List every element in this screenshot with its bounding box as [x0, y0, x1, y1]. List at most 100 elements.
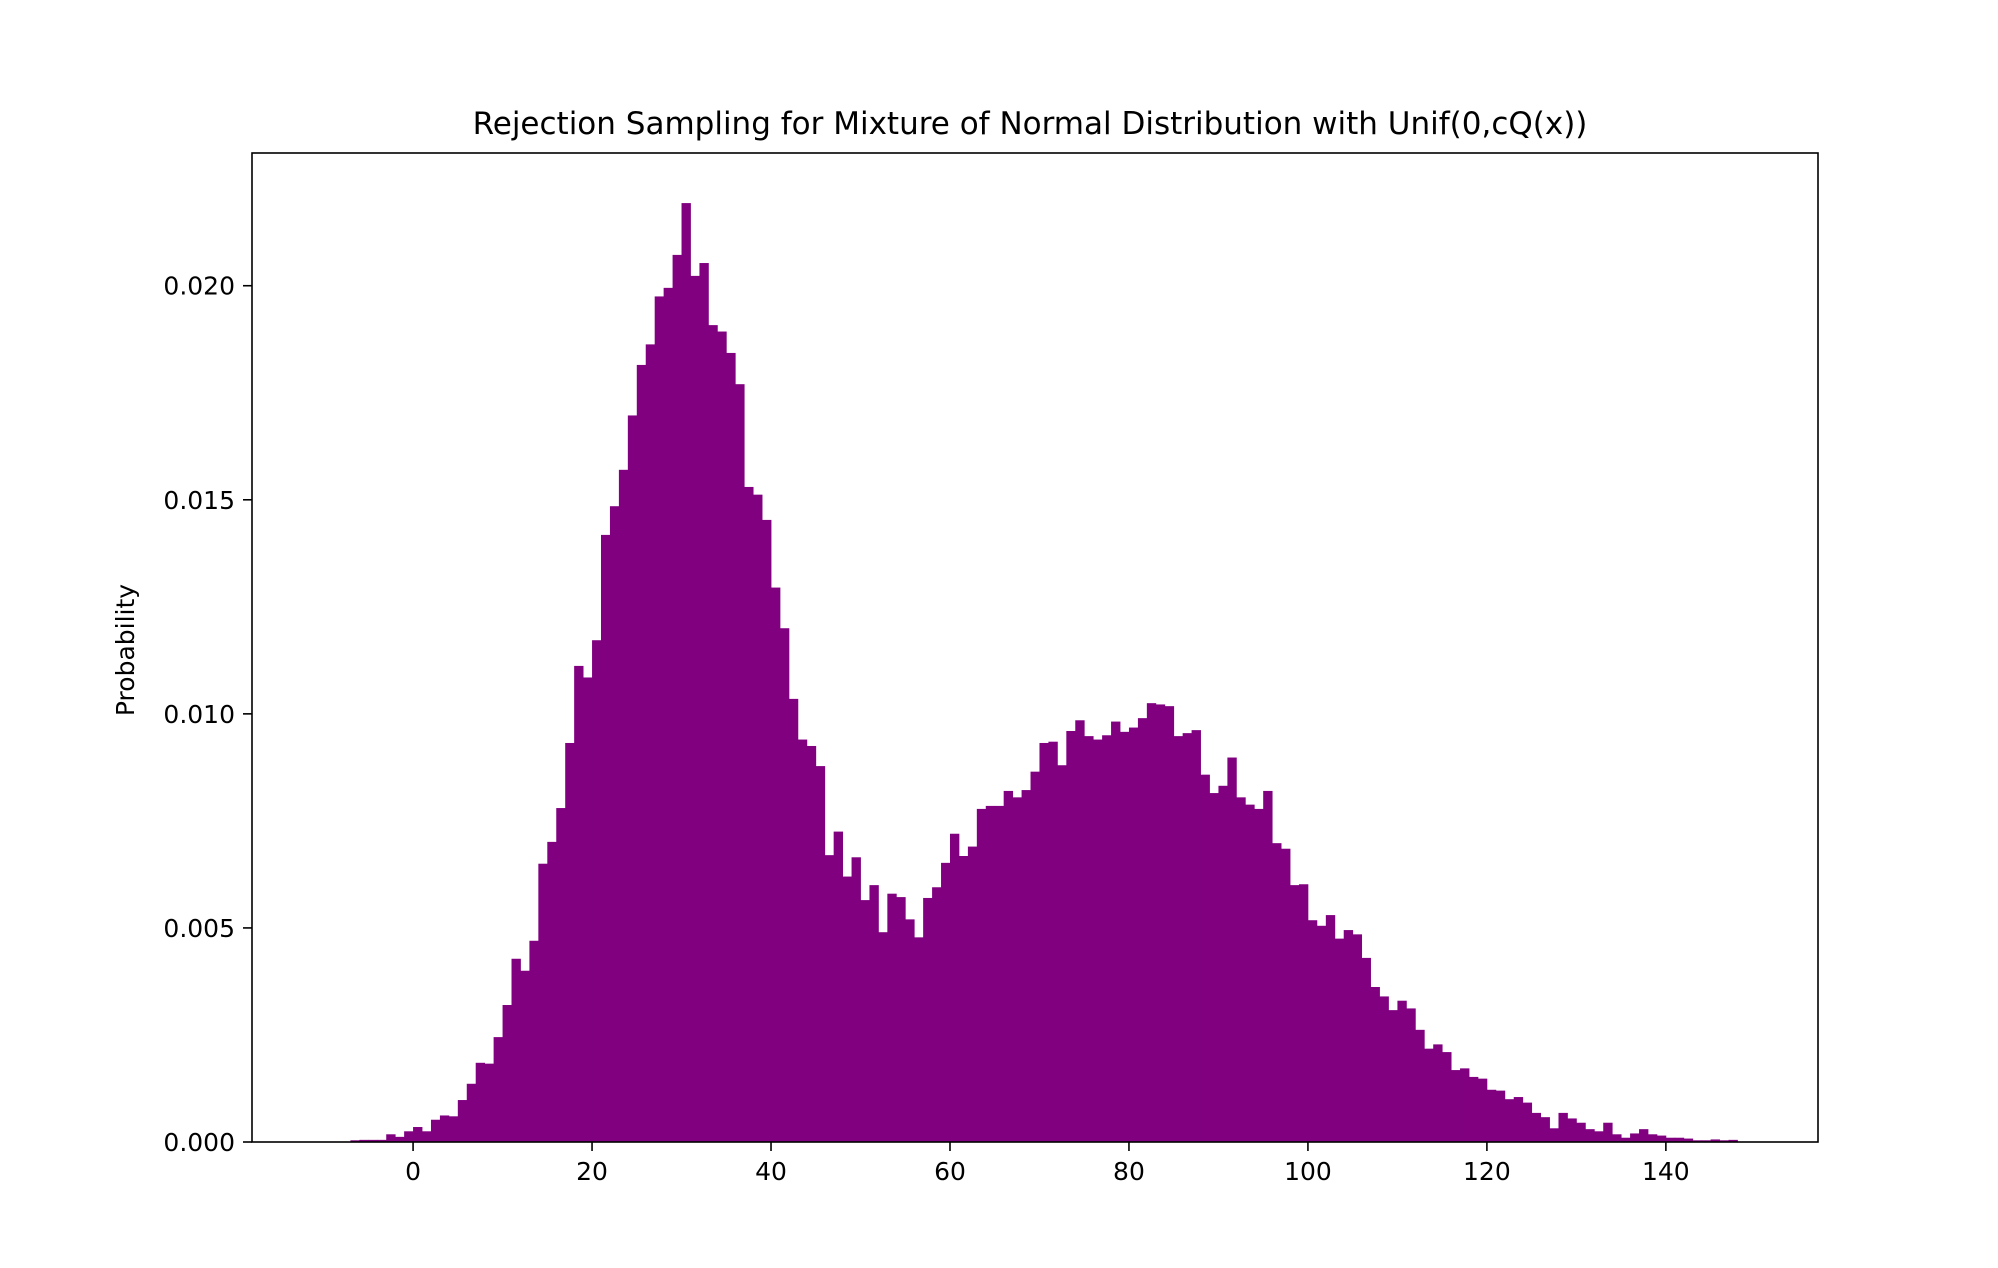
x-tick-label: 140 — [1642, 1157, 1690, 1186]
histogram-bar — [851, 857, 861, 1142]
histogram-bar — [1128, 727, 1139, 1142]
histogram-bar — [753, 494, 763, 1142]
histogram-bar — [1298, 884, 1309, 1142]
histogram-bar — [556, 808, 566, 1142]
histogram-bar — [699, 263, 709, 1142]
histogram-bar — [511, 958, 521, 1142]
plot-frame — [251, 152, 1819, 1143]
histogram-bar — [1227, 757, 1237, 1142]
histogram-bar — [1290, 885, 1300, 1142]
histogram-bar — [493, 1037, 503, 1142]
histogram-bar — [1656, 1135, 1667, 1142]
histogram-bar — [1048, 741, 1058, 1142]
histogram-bar — [744, 486, 754, 1142]
histogram-bar — [1486, 1089, 1497, 1142]
histogram-bar — [1370, 987, 1380, 1142]
histogram-bar — [949, 833, 960, 1142]
histogram-bar — [958, 856, 969, 1142]
histogram-bar — [1021, 790, 1031, 1142]
histogram-bar — [1111, 721, 1121, 1142]
histogram-bar — [1567, 1118, 1577, 1142]
histogram-bar — [1683, 1138, 1694, 1142]
histogram-bar — [1272, 843, 1282, 1142]
x-axis-ticks: 0 20 40 60 80 100 120 140 — [405, 1142, 1690, 1186]
histogram-bar — [1173, 736, 1184, 1142]
histogram-bar — [842, 876, 852, 1142]
histogram-bar — [448, 1116, 459, 1142]
histogram-bar — [1379, 996, 1389, 1142]
histogram-bar — [1639, 1129, 1649, 1142]
histogram-bar — [627, 415, 638, 1142]
histogram-bar — [439, 1115, 450, 1142]
histogram-bar — [1469, 1076, 1479, 1142]
histogram-bar — [484, 1063, 495, 1142]
histogram-bar — [1647, 1134, 1658, 1142]
histogram-bar — [985, 805, 996, 1142]
histogram-bar — [1388, 1010, 1398, 1142]
x-tick-label: 0 — [405, 1157, 421, 1186]
histogram-bar — [1460, 1068, 1470, 1142]
histogram-bar — [1030, 771, 1040, 1142]
histogram-bar — [1102, 735, 1112, 1142]
histogram-bar — [887, 893, 897, 1142]
histogram-bar — [1415, 1029, 1425, 1142]
histogram-bar — [422, 1131, 432, 1142]
histogram-bar — [824, 855, 835, 1142]
histogram-bar — [538, 863, 548, 1142]
histogram-bar — [860, 900, 870, 1142]
y-tick-label: 0.020 — [163, 272, 235, 301]
histogram-bar — [618, 469, 629, 1142]
histogram-bar — [583, 677, 593, 1142]
histogram-bar — [976, 808, 987, 1142]
x-tick-label: 40 — [755, 1157, 787, 1186]
histogram-bar — [404, 1131, 414, 1142]
histogram-bar — [1066, 730, 1076, 1142]
histogram-bar — [1191, 730, 1201, 1142]
histogram-bar — [475, 1062, 486, 1142]
histogram-bar — [1012, 797, 1022, 1142]
histogram-bar — [350, 1140, 360, 1142]
histogram-bar — [923, 897, 933, 1142]
histogram-bar — [806, 745, 817, 1142]
histogram-bar — [636, 364, 647, 1142]
x-tick-label: 100 — [1284, 1157, 1332, 1186]
histogram-bar — [690, 275, 700, 1142]
histogram-bar — [1146, 703, 1157, 1142]
histogram-bar — [681, 203, 691, 1143]
histogram-bar — [788, 698, 799, 1142]
histogram-bar — [815, 766, 826, 1142]
histogram-bar — [1719, 1140, 1729, 1142]
histogram-bar — [1612, 1134, 1622, 1142]
histogram-bar — [1531, 1112, 1541, 1142]
histogram-bar — [1701, 1140, 1712, 1142]
y-tick-label: 0.005 — [163, 914, 235, 943]
histogram-bar — [368, 1139, 378, 1142]
histogram-bar — [565, 742, 575, 1142]
histogram-bar — [1254, 808, 1264, 1142]
histogram-bar — [771, 587, 781, 1142]
histogram-bar — [395, 1136, 405, 1142]
histogram-bar — [1549, 1128, 1559, 1142]
chart-title: Rejection Sampling for Mixture of Normal… — [473, 106, 1588, 142]
histogram-bar — [1665, 1137, 1676, 1142]
histogram-bar — [1504, 1099, 1515, 1142]
histogram-bar — [1630, 1133, 1640, 1142]
y-tick-label: 0.015 — [163, 486, 235, 515]
histogram-bar — [914, 937, 924, 1142]
histogram-bar — [1245, 804, 1255, 1142]
histogram-bar — [1594, 1131, 1604, 1142]
histogram-bar — [1433, 1044, 1443, 1142]
histogram-bar — [726, 352, 736, 1142]
histogram-bar — [1451, 1070, 1461, 1142]
histogram-bar — [967, 846, 978, 1142]
histogram-bar — [1084, 736, 1094, 1142]
y-tick-label: 0.010 — [163, 700, 235, 729]
histogram-bar — [466, 1083, 477, 1142]
histogram-bar — [717, 331, 727, 1142]
histogram-bar — [1075, 720, 1085, 1142]
y-tick-label: 0.000 — [163, 1128, 235, 1157]
histogram-bar — [457, 1100, 468, 1142]
histogram-bar — [1343, 930, 1354, 1142]
histogram-bar — [1361, 957, 1371, 1142]
